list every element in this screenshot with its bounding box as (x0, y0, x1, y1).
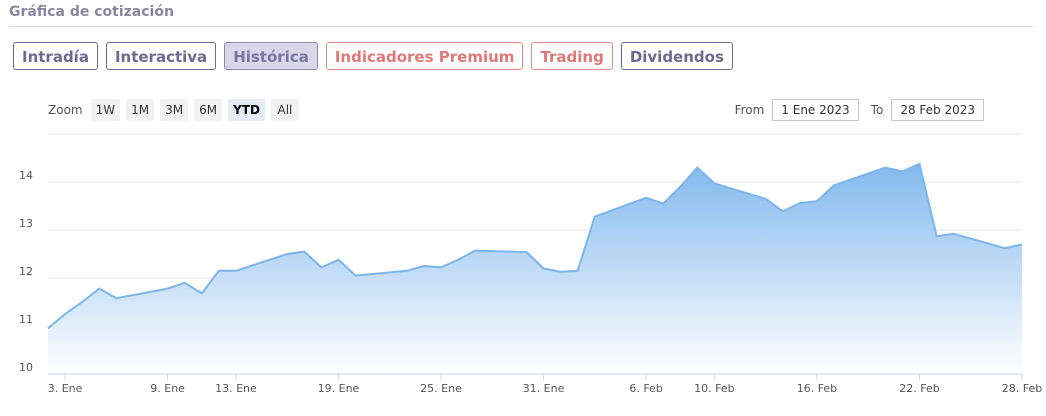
x-tick-label: 3. Ene (48, 382, 83, 395)
x-tick-label: 9. Ene (150, 382, 185, 395)
data-point[interactable] (318, 264, 324, 270)
title-divider (9, 26, 1033, 27)
data-point[interactable] (472, 248, 478, 254)
data-point[interactable] (421, 263, 427, 269)
data-point[interactable] (182, 280, 188, 286)
x-tick-label: 10. Feb (694, 382, 734, 395)
x-tick-label: 13. Ene (215, 382, 257, 395)
tab-trading[interactable]: Trading (531, 42, 613, 70)
range-selector: Zoom 1W 1M 3M 6M YTD All (48, 99, 299, 121)
zoom-6m-button[interactable]: 6M (194, 99, 223, 121)
data-point[interactable] (455, 257, 461, 263)
tab-dividendos[interactable]: Dividendos (620, 42, 733, 70)
data-point[interactable] (524, 249, 530, 255)
section-title: Gráfica de cotización (9, 4, 174, 20)
data-point[interactable] (677, 184, 683, 190)
data-point[interactable] (831, 182, 837, 188)
from-label: From (734, 103, 765, 117)
x-tick-label: 31. Ene (523, 382, 565, 395)
x-tick-label: 6. Feb (629, 382, 662, 395)
tab-historica[interactable]: Histórica (224, 42, 318, 70)
x-tick-label: 16. Feb (797, 382, 837, 395)
y-tick-label: 10 (19, 361, 33, 374)
y-tick-label: 14 (19, 169, 33, 182)
price-area-fill (48, 163, 1022, 374)
data-point[interactable] (199, 290, 205, 296)
data-point[interactable] (797, 200, 803, 206)
price-line (47, 162, 1023, 330)
data-point[interactable] (353, 273, 359, 279)
y-tick-label: 12 (19, 265, 33, 278)
data-point[interactable] (592, 214, 598, 220)
data-point[interactable] (336, 257, 342, 263)
data-point[interactable] (660, 201, 666, 207)
data-point[interactable] (575, 268, 581, 274)
data-point[interactable] (780, 208, 786, 214)
zoom-1w-button[interactable]: 1W (90, 99, 121, 121)
data-point[interactable] (558, 269, 564, 275)
data-point[interactable] (899, 168, 905, 174)
data-point[interactable] (62, 311, 68, 317)
data-point[interactable] (643, 195, 649, 201)
data-point[interactable] (1019, 241, 1025, 247)
data-point[interactable] (79, 299, 85, 305)
tab-intradia[interactable]: Intradía (13, 42, 98, 70)
data-point[interactable] (45, 325, 51, 331)
data-point[interactable] (763, 196, 769, 202)
data-point[interactable] (814, 198, 820, 204)
zoom-1m-button[interactable]: 1M (126, 99, 155, 121)
tab-indicadores-premium[interactable]: Indicadores Premium (325, 42, 524, 70)
data-point[interactable] (284, 251, 290, 257)
data-point[interactable] (711, 180, 717, 186)
data-point[interactable] (934, 233, 940, 239)
y-tick-label: 11 (19, 313, 33, 326)
x-tick-label: 19. Ene (318, 382, 360, 395)
data-point[interactable] (882, 165, 888, 171)
data-point[interactable] (951, 231, 957, 237)
x-tick-label: 22. Feb (899, 382, 939, 395)
data-point[interactable] (438, 264, 444, 270)
data-point[interactable] (233, 268, 239, 274)
zoom-3m-button[interactable]: 3M (160, 99, 189, 121)
data-point[interactable] (113, 295, 119, 301)
data-point[interactable] (541, 265, 547, 271)
data-point[interactable] (917, 161, 923, 167)
to-date-input[interactable]: 28 Feb 2023 (891, 99, 984, 121)
data-point[interactable] (96, 286, 102, 292)
tab-interactiva[interactable]: Interactiva (105, 42, 217, 70)
data-point[interactable] (1002, 245, 1008, 251)
data-point[interactable] (301, 249, 307, 255)
chart-type-tabs: Intradía Interactiva Histórica Indicador… (13, 42, 733, 72)
zoom-label: Zoom (48, 103, 83, 117)
date-range: From 1 Ene 2023 To 28 Feb 2023 (735, 99, 984, 121)
y-tick-label: 13 (19, 217, 33, 230)
x-tick-label: 25. Ene (420, 382, 462, 395)
data-point[interactable] (165, 286, 171, 292)
to-label: To (870, 103, 884, 117)
x-tick-label: 28. Feb (1002, 382, 1042, 395)
zoom-all-button[interactable]: All (270, 99, 299, 121)
data-point[interactable] (694, 165, 700, 171)
data-point[interactable] (404, 268, 410, 274)
data-point[interactable] (216, 268, 222, 274)
from-date-input[interactable]: 1 Ene 2023 (772, 99, 859, 121)
zoom-ytd-button[interactable]: YTD (228, 99, 265, 121)
